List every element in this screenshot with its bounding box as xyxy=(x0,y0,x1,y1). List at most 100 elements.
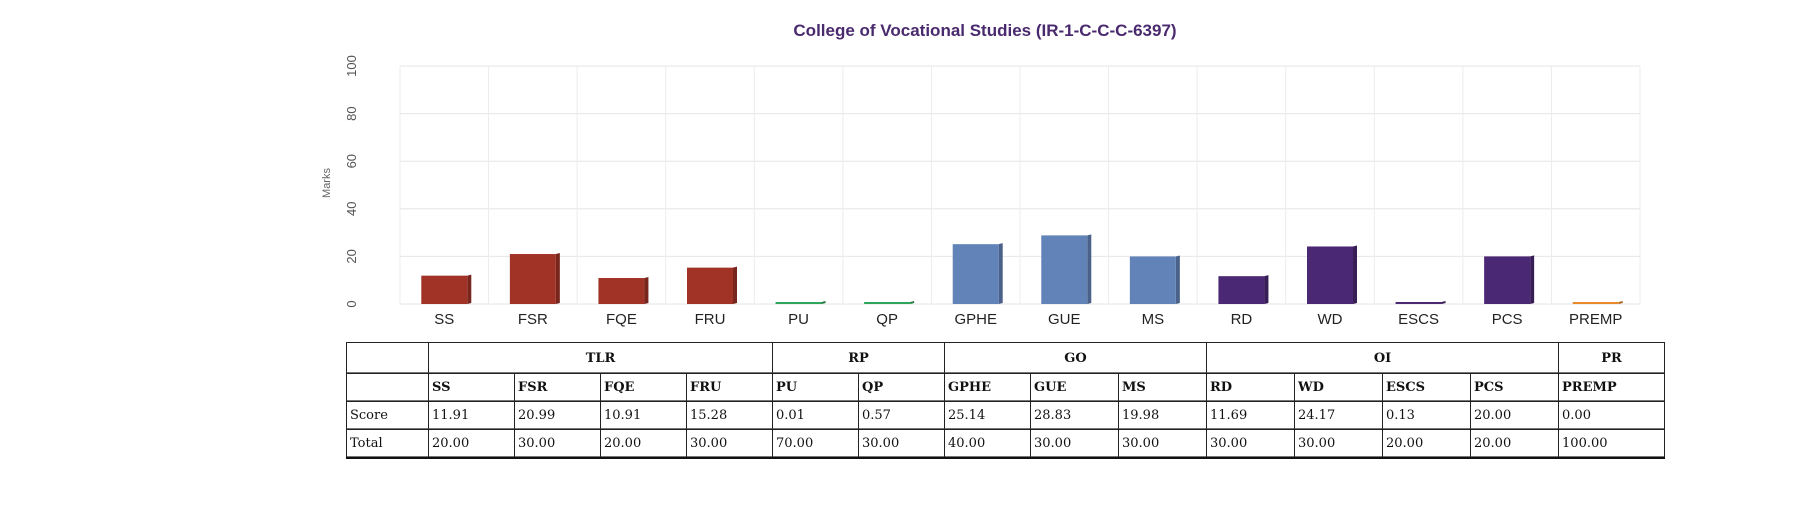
table-cell: 30.00 xyxy=(686,429,773,459)
bar-face xyxy=(421,275,468,304)
bar-side xyxy=(821,301,826,304)
table-cell: 30.00 xyxy=(1294,429,1383,459)
table-row-score: Score 11.91 20.99 10.91 15.28 0.01 0.57 25.14 28… xyxy=(346,401,1666,430)
chart-title: College of Vocational Studies (IR-1-C-C-… xyxy=(793,21,1176,40)
bar-face xyxy=(952,244,999,304)
column-header-fqe: FQE xyxy=(600,373,687,402)
group-header-go: GO xyxy=(944,342,1207,374)
column-header-escs: ESCS xyxy=(1382,373,1471,402)
bar-face xyxy=(1395,302,1442,304)
bar-face xyxy=(1218,276,1265,304)
bar-face xyxy=(598,278,645,304)
bar-side xyxy=(1175,255,1180,304)
x-tick-label: FSR xyxy=(518,311,548,328)
x-tick-label: FRU xyxy=(695,311,726,328)
y-tick-label: 0 xyxy=(344,300,359,307)
table-cell: 30.00 xyxy=(858,429,945,459)
group-header-tlr: TLR xyxy=(428,342,773,374)
bar-face xyxy=(509,254,556,304)
x-tick-label: ESCS xyxy=(1398,311,1439,328)
table-group-row: TLR RP GO OI PR xyxy=(346,342,1666,374)
bar-side xyxy=(1353,245,1357,304)
table-cell: 20.00 xyxy=(600,429,687,459)
bar-side xyxy=(555,253,560,304)
table-cell: 0.01 xyxy=(772,401,859,430)
bar-side xyxy=(1264,275,1269,304)
bar-fqe xyxy=(598,277,649,304)
bar-face xyxy=(775,302,822,304)
labels-layer: SS FSR FQE FRU PU QP GPHE GUE MS RD WD ESCS PCS PREMP xyxy=(434,311,1622,328)
y-tick-label: 20 xyxy=(344,249,359,263)
column-header-wd: WD xyxy=(1294,373,1383,402)
row-label: Score xyxy=(346,401,429,430)
x-tick-label: MS xyxy=(1142,311,1165,328)
group-header-oi: OI xyxy=(1205,342,1560,374)
y-tick-label: 60 xyxy=(344,154,359,168)
bar-side xyxy=(1087,234,1092,304)
table-corner-cell xyxy=(346,342,429,374)
column-header-fsr: FSR xyxy=(514,373,601,402)
x-tick-label: RD xyxy=(1231,311,1253,328)
table-cell: 20.00 xyxy=(428,429,515,459)
bar-face xyxy=(1484,256,1531,304)
x-tick-label: PREMP xyxy=(1569,311,1622,328)
bar-side xyxy=(644,277,649,304)
table-cell: 0.13 xyxy=(1382,401,1471,430)
bar-premp xyxy=(1572,301,1623,304)
table-cell: 30.00 xyxy=(514,429,601,459)
table-cell: 20.00 xyxy=(1382,429,1471,459)
x-tick-label: WD xyxy=(1318,311,1343,328)
bar-side xyxy=(910,301,915,304)
bar-face xyxy=(1307,246,1353,304)
table-cell: 100.00 xyxy=(1558,429,1666,459)
table-cell: 11.91 xyxy=(428,401,515,430)
column-header-pcs: PCS xyxy=(1469,373,1560,402)
bars-layer xyxy=(421,234,1623,304)
bar-face xyxy=(1041,235,1088,304)
y-tick-label: 100 xyxy=(344,55,359,77)
bar-side xyxy=(467,274,472,304)
bar-face xyxy=(1572,302,1619,304)
table-cell: 20.00 xyxy=(1469,429,1560,459)
column-header-fru: FRU xyxy=(686,373,773,402)
table-cell: 19.98 xyxy=(1118,401,1207,430)
x-tick-label: QP xyxy=(876,311,898,328)
y-axis-label: Marks xyxy=(321,168,333,198)
column-header-premp: PREMP xyxy=(1558,373,1666,402)
x-tick-label: PCS xyxy=(1492,311,1523,328)
bar-ss xyxy=(421,274,472,304)
table-cell: 25.14 xyxy=(944,401,1031,430)
group-header-pr: PR xyxy=(1558,342,1666,374)
table-cell: 0.57 xyxy=(858,401,945,430)
bar-fsr xyxy=(509,253,560,304)
bar-escs xyxy=(1395,301,1446,304)
bar-face xyxy=(864,302,911,304)
score-table: TLR RP GO OI PR SS FSR FQE FRU PU QP GPHE GUE MS RD WD E… xyxy=(346,342,1666,459)
grid-layer: 0 20 40 60 80 100 Marks xyxy=(321,55,1641,308)
bar-chart: College of Vocational Studies (IR-1-C-C-… xyxy=(321,21,1641,328)
table-header-row: SS FSR FQE FRU PU QP GPHE GUE MS RD WD ESCS PCS PREMP xyxy=(346,373,1666,402)
bar-side xyxy=(1441,301,1446,304)
bar-fru xyxy=(687,266,737,304)
y-tick-label: 80 xyxy=(344,106,359,120)
table-cell: 15.28 xyxy=(686,401,773,430)
table-cell: 70.00 xyxy=(772,429,859,459)
x-tick-label: PU xyxy=(788,311,809,328)
table-cell: 30.00 xyxy=(1030,429,1119,459)
table-cell: 10.91 xyxy=(600,401,687,430)
column-header-rd: RD xyxy=(1206,373,1295,402)
table-cell: 30.00 xyxy=(1206,429,1295,459)
table-cell: 0.00 xyxy=(1558,401,1666,430)
row-label: Total xyxy=(346,429,429,459)
x-tick-label: SS xyxy=(434,311,454,328)
bar-side xyxy=(1530,255,1535,304)
x-tick-label: FQE xyxy=(606,311,637,328)
column-header-ss: SS xyxy=(428,373,515,402)
table-cell: 40.00 xyxy=(944,429,1031,459)
column-header-pu: PU xyxy=(772,373,859,402)
table-cell: 11.69 xyxy=(1206,401,1295,430)
bar-face xyxy=(687,267,733,304)
column-header-gphe: GPHE xyxy=(944,373,1031,402)
column-header-gue: GUE xyxy=(1030,373,1119,402)
bar-ms xyxy=(1129,255,1180,304)
